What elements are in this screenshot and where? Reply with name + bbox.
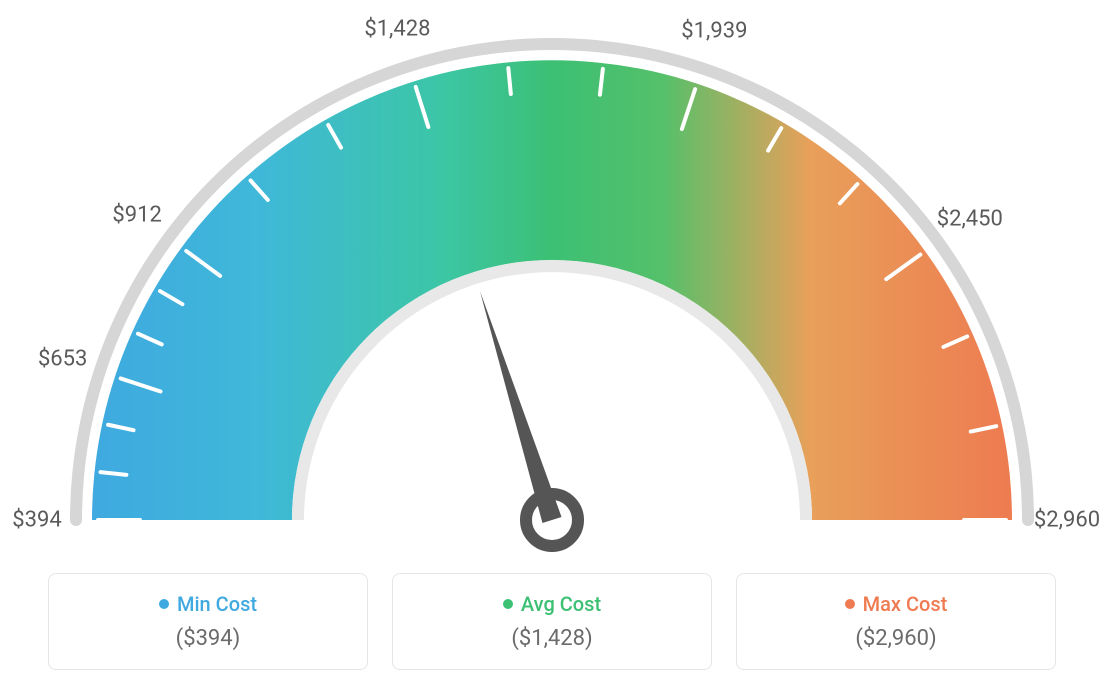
legend-row: Min Cost ($394) Avg Cost ($1,428) Max Co…: [48, 573, 1056, 670]
gauge-wrapper: $394 $653 $912 $1,428 $1,939 $2,450 $2,960: [0, 0, 1104, 560]
gauge-svg: [0, 0, 1104, 560]
legend-label-avg: Avg Cost: [521, 592, 601, 616]
gauge-tick-label: $912: [112, 202, 161, 227]
legend-label-row-max: Max Cost: [757, 592, 1035, 616]
legend-card-min: Min Cost ($394): [48, 573, 368, 670]
gauge-tick-label: $1,939: [681, 19, 747, 44]
gauge-chart-container: $394 $653 $912 $1,428 $1,939 $2,450 $2,960 Min…: [0, 0, 1104, 690]
legend-card-avg: Avg Cost ($1,428): [392, 573, 712, 670]
gauge-tick-label: $394: [12, 508, 61, 533]
legend-label-min: Min Cost: [177, 592, 257, 616]
legend-card-max: Max Cost ($2,960): [736, 573, 1056, 670]
gauge-tick-label: $2,450: [937, 206, 1003, 231]
gauge-tick-label: $653: [38, 347, 87, 372]
legend-label-max: Max Cost: [863, 592, 948, 616]
legend-label-row-min: Min Cost: [69, 592, 347, 616]
legend-value-avg: ($1,428): [413, 626, 691, 651]
legend-dot-avg: [503, 599, 513, 609]
legend-dot-min: [159, 599, 169, 609]
legend-label-row-avg: Avg Cost: [413, 592, 691, 616]
gauge-tick-label: $1,428: [364, 16, 430, 41]
legend-value-min: ($394): [69, 626, 347, 651]
legend-dot-max: [845, 599, 855, 609]
gauge-tick-label: $2,960: [1034, 508, 1100, 533]
legend-value-max: ($2,960): [757, 626, 1035, 651]
